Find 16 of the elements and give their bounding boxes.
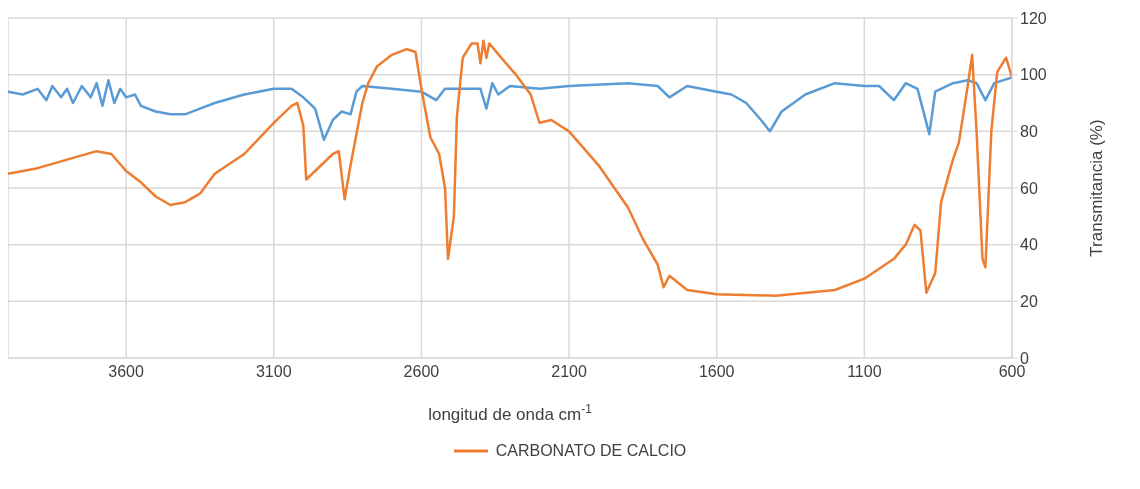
x-tick-label: 3100	[255, 363, 292, 381]
x-tick-label: 2100	[551, 363, 587, 381]
y-tick-label: 20	[1020, 293, 1038, 311]
x-tick-label: 1600	[698, 363, 735, 381]
x-tick-label: 2600	[403, 363, 440, 381]
y-axis-title: Transmitancia (%)	[1087, 119, 1106, 257]
y-tick-label: 100	[1020, 66, 1047, 84]
x-tick-label: 3600	[108, 363, 145, 381]
legend-label: CARBONATO DE CALCIO	[495, 442, 687, 460]
y-tick-label: 40	[1020, 236, 1038, 254]
x-tick-label: 1100	[847, 363, 882, 381]
y-tick-label: 60	[1020, 179, 1038, 197]
x-axis-title: longitud de onda cm$^{-1}$	[428, 402, 593, 424]
y-tick-label: 120	[1020, 9, 1047, 27]
x-tick-label: 600	[998, 363, 1026, 381]
y-tick-label: 80	[1020, 123, 1038, 141]
